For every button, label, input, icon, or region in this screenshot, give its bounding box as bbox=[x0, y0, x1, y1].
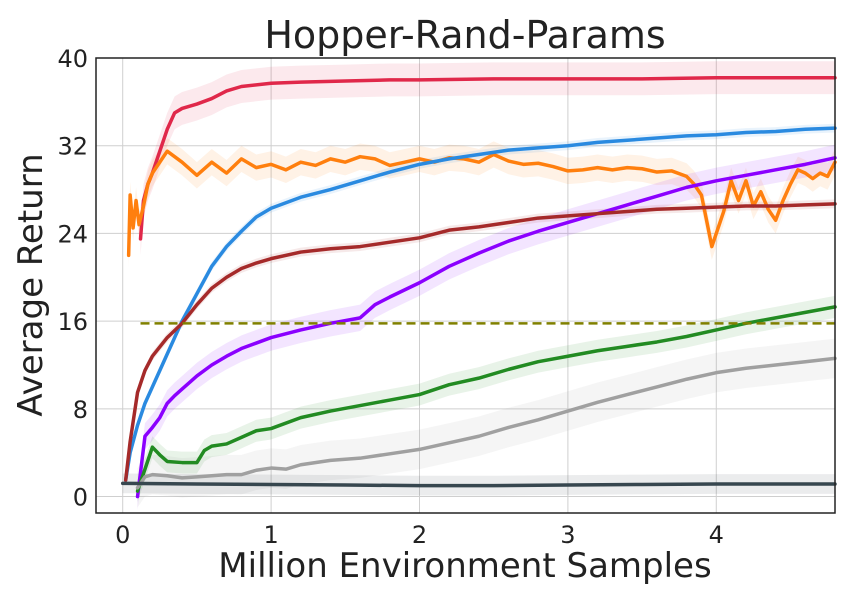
series-band-0 bbox=[140, 61, 835, 256]
x-tick-label: 3 bbox=[560, 521, 575, 549]
y-tick-label: 0 bbox=[73, 484, 88, 512]
x-tick-label: 2 bbox=[412, 521, 427, 549]
series-band-5 bbox=[137, 295, 836, 503]
y-tick-label: 16 bbox=[57, 308, 88, 336]
series-band-3 bbox=[137, 144, 836, 510]
plot-frame bbox=[95, 57, 836, 514]
x-tick-label: 4 bbox=[709, 521, 724, 549]
chart-title: Hopper-Rand-Params bbox=[264, 13, 665, 57]
series-line-4 bbox=[123, 202, 837, 482]
y-tick-label: 40 bbox=[57, 45, 88, 73]
series-line-7 bbox=[120, 481, 837, 488]
series-line-3 bbox=[135, 156, 837, 499]
x-axis-label: Million Environment Samples bbox=[218, 546, 711, 586]
series-lines bbox=[120, 75, 837, 499]
series-line-2 bbox=[123, 126, 837, 482]
series-line-6 bbox=[135, 356, 837, 490]
y-axis-label: Average Return bbox=[11, 153, 51, 416]
series-line-5 bbox=[135, 305, 837, 493]
y-tick-label: 24 bbox=[57, 220, 88, 248]
y-tick-label: 8 bbox=[73, 396, 88, 424]
x-tick-label: 0 bbox=[115, 521, 130, 549]
series-band-6 bbox=[137, 338, 836, 508]
x-tick-label: 1 bbox=[263, 521, 278, 549]
series-line-0 bbox=[138, 75, 837, 241]
y-tick-label: 32 bbox=[57, 133, 88, 161]
